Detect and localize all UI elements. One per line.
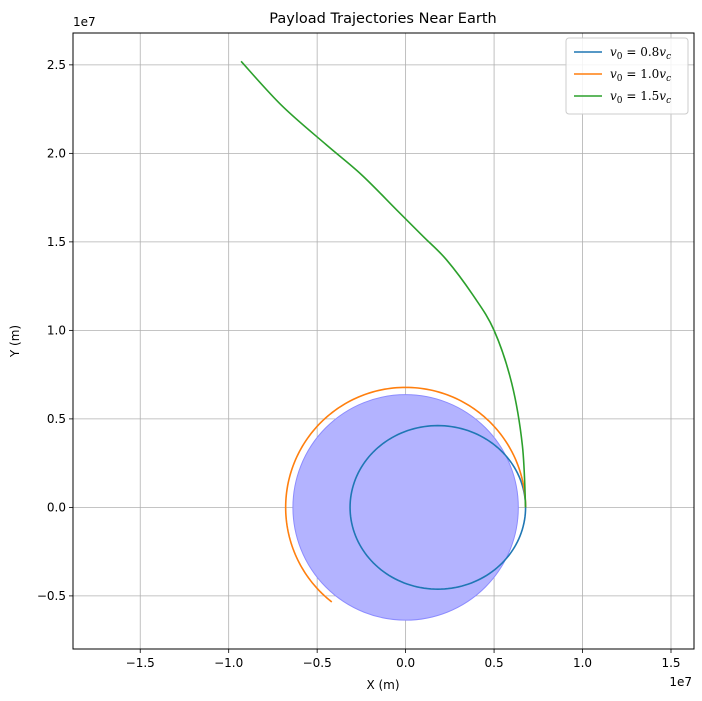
x-tick-label: 0.0 [396,656,415,670]
x-tick-label: 1.0 [573,656,592,670]
series-layer [240,60,527,603]
x-tick-label: −1.0 [214,656,243,670]
legend-label-1: v0 = 0.8vc [610,45,671,62]
legend-label-2: v0 = 1.0vc [610,67,671,84]
x-tick-label: 0.5 [485,656,504,670]
series-line-3 [240,60,527,508]
earth-disk [292,394,519,621]
plot-frame [72,32,695,650]
legend-label-3: v0 = 1.5vc [610,89,671,106]
y-tick-label: 0.0 [47,500,66,514]
legend-box [565,37,689,115]
y-tick-label: 1.0 [47,323,66,337]
legend: v0 = 0.8vc v0 = 1.0vc v0 = 1.5vc [565,37,689,115]
y-axis-offset-label: 1e7 [73,15,96,29]
x-tick-label: −1.5 [126,656,155,670]
y-axis-label: Y (m) [8,325,22,358]
earth-layer [292,394,519,621]
x-axis-label: X (m) [366,678,399,692]
series-line-1 [349,424,527,590]
y-axis-ticks: −0.5 0.0 0.5 1.0 1.5 2.0 2.5 [37,58,73,603]
y-tick-label: 0.5 [47,412,66,426]
chart-title: Payload Trajectories Near Earth [269,11,496,27]
x-tick-label: −0.5 [303,656,332,670]
series-line-2 [284,386,527,603]
y-tick-label: 2.0 [47,146,66,160]
x-tick-label: 1.5 [661,656,680,670]
y-tick-label: 2.5 [47,58,66,72]
y-tick-label: 1.5 [47,235,66,249]
y-tick-label: −0.5 [37,589,66,603]
x-axis-offset-label: 1e7 [669,675,692,689]
x-axis-ticks: −1.5 −1.0 −0.5 0.0 0.5 1.0 1.5 [126,649,681,670]
